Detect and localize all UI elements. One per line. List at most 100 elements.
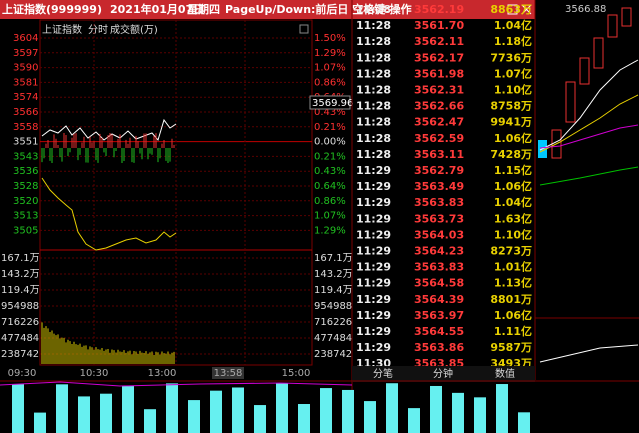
trade-volume: 9587万 xyxy=(490,341,532,354)
close-icon[interactable] xyxy=(521,4,532,15)
candle xyxy=(565,81,576,123)
ma-line xyxy=(539,94,639,153)
trade-price: 3563.86 xyxy=(414,341,464,354)
trade-volume: 1.10亿 xyxy=(494,227,532,241)
volume-axis-label: 238742 xyxy=(1,349,39,360)
price-label: 3551 xyxy=(13,137,38,148)
trade-volume: 9941万 xyxy=(490,116,532,129)
kline-top-label: 3566.88 xyxy=(565,4,606,15)
trade-price: 3561.98 xyxy=(414,67,464,80)
tab-bar xyxy=(352,366,535,382)
percent-label: 0.43% xyxy=(314,107,346,118)
bottom-bar xyxy=(100,393,112,433)
price-label: 3581 xyxy=(13,77,38,88)
trade-price: 3563.83 xyxy=(414,261,464,274)
tab[interactable]: 分钟 xyxy=(433,367,453,380)
bottom-bar xyxy=(232,387,244,433)
trade-price: 3564.23 xyxy=(414,245,464,258)
price-label: 3536 xyxy=(13,166,38,177)
trade-time: 11:28 xyxy=(356,132,391,145)
trade-volume: 1.04亿 xyxy=(494,18,532,32)
price-label: 3528 xyxy=(13,181,38,192)
trade-time: 11:28 xyxy=(356,3,391,16)
volume-axis-label: 954988 xyxy=(1,301,39,312)
bottom-bar xyxy=(34,412,46,433)
time-label: 13:58 xyxy=(214,368,243,379)
header-weekday: 星期四 xyxy=(187,2,220,16)
chart-icon[interactable] xyxy=(299,24,309,34)
volume-label: 成交额(万) xyxy=(110,23,158,36)
volume-axis-label: 716226 xyxy=(1,317,39,328)
volume-axis-label: 238742 xyxy=(314,349,352,360)
price-label: 3520 xyxy=(13,196,38,207)
price-label: 3505 xyxy=(13,225,38,236)
trade-price: 3562.79 xyxy=(414,164,464,177)
trade-volume: 8863万 xyxy=(490,3,532,16)
volume-axis-label: 119.4万 xyxy=(314,285,353,296)
header-hint: PageUp/Down:前后日 空格键:操作 xyxy=(225,2,412,16)
bottom-bar xyxy=(144,409,156,433)
volume-axis-label: 716226 xyxy=(314,317,352,328)
tab[interactable]: 分笔 xyxy=(373,367,393,380)
trade-price: 3562.66 xyxy=(414,100,464,113)
bottom-bar xyxy=(254,405,266,433)
price-label: 3558 xyxy=(13,122,38,133)
trade-price: 3562.17 xyxy=(414,51,464,64)
trade-price: 3562.47 xyxy=(414,116,464,129)
average-line xyxy=(41,177,177,251)
trade-price: 3564.55 xyxy=(414,325,464,338)
bottom-bar xyxy=(122,385,134,433)
trade-time: 11:29 xyxy=(356,293,391,306)
trade-price: 3562.11 xyxy=(414,35,464,48)
candle xyxy=(593,37,604,69)
time-highlight xyxy=(212,367,244,379)
trade-time: 11:29 xyxy=(356,180,391,193)
trade-volume: 1.15亿 xyxy=(494,163,532,177)
trade-price: 3563.11 xyxy=(414,148,464,161)
trade-time: 11:29 xyxy=(356,261,391,274)
volume-axis-label: 477484 xyxy=(1,333,39,344)
trade-price: 3564.58 xyxy=(414,277,464,290)
bottom-bar xyxy=(496,384,508,433)
trade-volume: 1.07亿 xyxy=(494,66,532,80)
trade-price: 3561.70 xyxy=(414,19,464,32)
trade-time: 11:29 xyxy=(356,245,391,258)
trade-time: 11:29 xyxy=(356,325,391,338)
trade-volume: 1.10亿 xyxy=(494,83,532,97)
candle xyxy=(579,57,590,85)
trade-time: 11:28 xyxy=(356,19,391,32)
trade-time: 11:29 xyxy=(356,309,391,322)
trade-price: 3564.39 xyxy=(414,293,464,306)
trade-time: 11:28 xyxy=(356,116,391,129)
bottom-bar xyxy=(276,383,288,433)
price-line xyxy=(41,118,177,142)
trade-volume: 8273万 xyxy=(490,245,532,258)
bottom-bar xyxy=(320,388,332,433)
bottom-bar xyxy=(188,400,200,433)
price-label: 3574 xyxy=(13,92,38,103)
trade-volume: 1.04亿 xyxy=(494,195,532,209)
maximize-icon[interactable] xyxy=(507,4,518,15)
candles xyxy=(535,7,639,363)
time-label: 10:30 xyxy=(80,368,109,379)
trade-price: 3564.03 xyxy=(414,228,464,241)
trade-time: 11:29 xyxy=(356,228,391,241)
trade-price: 3563.83 xyxy=(414,196,464,209)
trade-time: 11:29 xyxy=(356,341,391,354)
percent-label: 0.21% xyxy=(314,151,346,162)
time-label: 15:00 xyxy=(282,368,311,379)
trade-volume: 1.01亿 xyxy=(494,260,532,274)
bottom-bar xyxy=(12,384,24,433)
trade-time: 11:29 xyxy=(356,212,391,225)
trade-time: 11:28 xyxy=(356,148,391,161)
tab[interactable]: 数值 xyxy=(495,367,515,380)
percent-label: 1.29% xyxy=(314,48,346,59)
volume-axis-label: 167.1万 xyxy=(314,253,353,264)
trade-time: 11:28 xyxy=(356,67,391,80)
price-label: 3597 xyxy=(13,48,38,59)
bottom-line xyxy=(0,381,353,387)
trade-volume: 1.18亿 xyxy=(494,34,532,48)
percent-label: 0.00% xyxy=(314,137,346,148)
bottom-bar xyxy=(342,389,354,433)
